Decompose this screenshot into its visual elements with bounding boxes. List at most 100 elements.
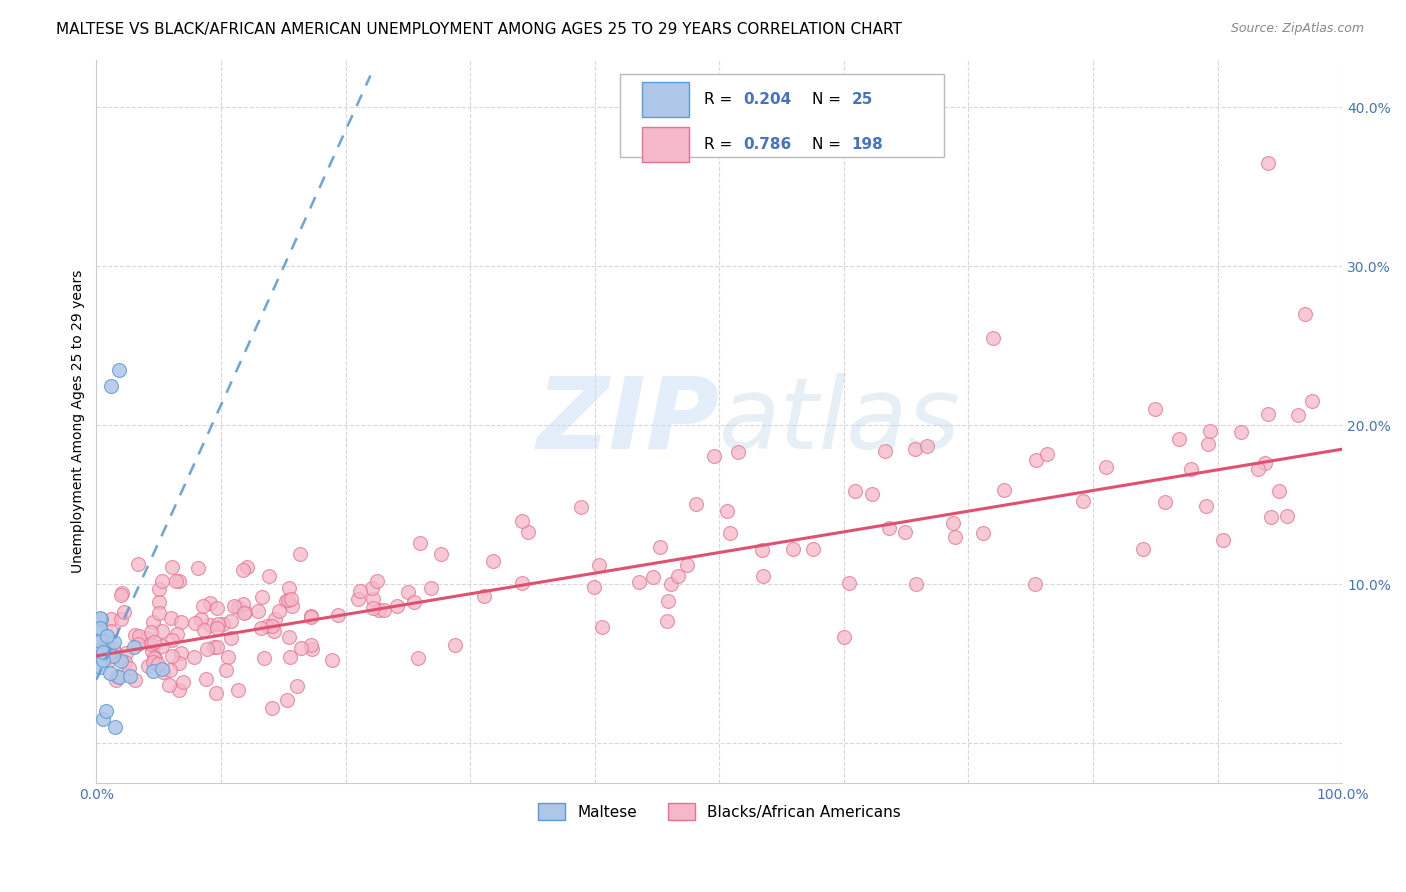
- Point: [141, 644, 163, 658]
- Point: [420, 581, 443, 595]
- Point: [1036, 447, 1059, 461]
- Point: [894, 524, 917, 539]
- Point: [1267, 484, 1289, 499]
- Text: MALTESE VS BLACK/AFRICAN AMERICAN UNEMPLOYMENT AMONG AGES 25 TO 29 YEARS CORRELA: MALTESE VS BLACK/AFRICAN AMERICAN UNEMPL…: [56, 22, 903, 37]
- Point: [142, 664, 165, 678]
- Point: [1212, 533, 1234, 547]
- Point: [184, 615, 207, 630]
- Point: [104, 645, 127, 659]
- Point: [250, 590, 273, 604]
- Point: [110, 588, 132, 602]
- Point: [627, 575, 650, 590]
- Point: [277, 631, 299, 645]
- Point: [89, 660, 111, 674]
- Point: [321, 653, 343, 667]
- Point: [1257, 156, 1279, 170]
- Point: [205, 621, 228, 635]
- Point: [91, 713, 114, 727]
- Point: [943, 530, 966, 544]
- Point: [162, 632, 184, 647]
- Point: [91, 645, 114, 659]
- Point: [90, 612, 112, 626]
- Point: [262, 701, 284, 715]
- Point: [97, 640, 120, 654]
- Point: [236, 559, 259, 574]
- Point: [801, 542, 824, 557]
- Point: [97, 652, 120, 666]
- Point: [904, 442, 927, 457]
- Point: [104, 673, 127, 688]
- Point: [94, 633, 117, 648]
- Point: [263, 612, 285, 626]
- Text: Source: ZipAtlas.com: Source: ZipAtlas.com: [1230, 22, 1364, 36]
- Point: [396, 584, 419, 599]
- Point: [148, 582, 170, 597]
- Text: N =: N =: [811, 92, 845, 107]
- Text: 25: 25: [852, 92, 873, 107]
- Point: [472, 589, 495, 603]
- Text: R =: R =: [704, 136, 738, 152]
- Point: [718, 525, 741, 540]
- Point: [832, 630, 855, 644]
- Point: [117, 661, 139, 675]
- Point: [152, 624, 174, 638]
- Text: R =: R =: [704, 92, 738, 107]
- Point: [347, 591, 370, 606]
- Point: [942, 516, 965, 530]
- Point: [100, 612, 122, 626]
- Point: [100, 624, 122, 639]
- Point: [569, 500, 592, 515]
- Point: [301, 641, 323, 656]
- Point: [666, 569, 689, 583]
- Point: [1247, 461, 1270, 475]
- Point: [1168, 432, 1191, 446]
- Point: [122, 640, 145, 654]
- Point: [972, 525, 994, 540]
- Point: [187, 561, 209, 575]
- Point: [198, 596, 221, 610]
- Point: [727, 445, 749, 459]
- Point: [361, 582, 384, 596]
- Point: [100, 378, 122, 392]
- Point: [277, 592, 299, 607]
- Point: [247, 604, 270, 618]
- Point: [226, 683, 249, 698]
- Point: [361, 601, 384, 615]
- Point: [128, 629, 150, 643]
- Point: [214, 664, 236, 678]
- Point: [278, 581, 301, 595]
- Text: 0.786: 0.786: [742, 136, 792, 152]
- Point: [195, 641, 218, 656]
- Point: [139, 637, 162, 651]
- Point: [1257, 408, 1279, 422]
- Point: [256, 619, 278, 633]
- Point: [205, 600, 228, 615]
- Point: [299, 609, 322, 624]
- Point: [328, 607, 350, 622]
- Point: [124, 628, 146, 642]
- Point: [249, 621, 271, 635]
- Point: [1277, 509, 1299, 524]
- Point: [406, 651, 429, 665]
- Point: [198, 618, 221, 632]
- Point: [98, 648, 121, 663]
- Point: [89, 643, 111, 657]
- Point: [993, 483, 1015, 498]
- Point: [162, 559, 184, 574]
- Point: [860, 487, 883, 501]
- Point: [118, 668, 141, 682]
- Bar: [643, 127, 689, 161]
- Point: [146, 657, 169, 672]
- Point: [107, 362, 129, 376]
- Point: [1095, 460, 1118, 475]
- Point: [217, 650, 239, 665]
- Point: [166, 627, 188, 641]
- Point: [98, 666, 121, 681]
- Point: [409, 535, 432, 549]
- Point: [267, 604, 290, 618]
- Point: [1195, 499, 1218, 513]
- Y-axis label: Unemployment Among Ages 25 to 29 years: Unemployment Among Ages 25 to 29 years: [72, 269, 86, 573]
- Point: [235, 605, 257, 619]
- Point: [103, 649, 125, 664]
- Text: N =: N =: [811, 136, 845, 152]
